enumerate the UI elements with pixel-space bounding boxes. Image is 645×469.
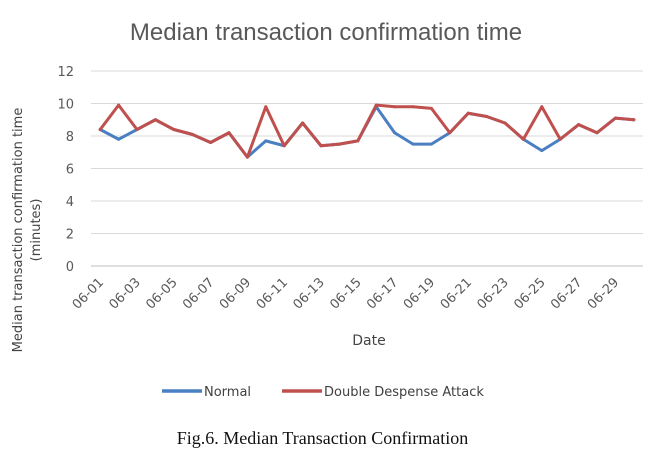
data-point <box>172 128 176 131</box>
data-point <box>613 116 617 120</box>
y-tick-label: 6 <box>66 163 74 178</box>
legend-label: Normal <box>204 385 251 400</box>
data-point <box>411 142 415 146</box>
x-tick-label: 06-19 <box>401 275 438 312</box>
legend-item: Normal <box>162 385 251 400</box>
data-point <box>98 128 102 131</box>
series-2 <box>98 103 636 159</box>
data-point <box>393 131 397 135</box>
data-point <box>466 111 470 115</box>
series-line <box>98 103 636 159</box>
data-point <box>245 155 249 159</box>
data-point <box>135 128 139 131</box>
data-point <box>429 106 433 110</box>
data-point <box>429 142 433 146</box>
y-tick-label: 0 <box>66 260 74 275</box>
legend: Normal Double Despense Attack <box>162 385 484 400</box>
data-point <box>153 118 157 122</box>
data-point <box>117 137 121 141</box>
x-tick-label: 06-05 <box>143 275 180 312</box>
data-point <box>356 139 360 143</box>
x-tick-label: 06-01 <box>70 275 107 312</box>
data-point <box>503 121 507 125</box>
data-point <box>319 144 323 148</box>
data-point <box>540 105 544 109</box>
data-point <box>411 105 415 109</box>
data-point <box>301 121 305 125</box>
data-point <box>540 149 544 153</box>
x-tick-label: 06-29 <box>585 275 622 312</box>
x-tick-label: 06-23 <box>475 275 512 312</box>
data-point <box>337 142 341 146</box>
data-point <box>485 115 489 118</box>
legend-item: Double Despense Attack <box>282 385 484 400</box>
data-point <box>521 137 525 141</box>
y-axis-ticks: 0 2 4 6 8 10 12 <box>57 65 74 275</box>
data-point <box>117 103 121 107</box>
figure-caption: Fig.6. Median Transaction Confirmation <box>176 428 469 448</box>
y-tick-label: 12 <box>57 65 74 80</box>
y-tick-label: 4 <box>66 195 74 210</box>
data-point <box>595 131 599 135</box>
data-point <box>190 132 194 136</box>
y-axis-unit-note: (minutes) <box>29 199 44 262</box>
data-point <box>393 105 397 109</box>
y-tick-label: 10 <box>57 98 74 113</box>
y-tick-label: 8 <box>66 130 74 145</box>
data-point <box>632 118 636 122</box>
data-point <box>209 141 213 144</box>
x-tick-label: 06-11 <box>254 275 291 312</box>
x-tick-label: 06-17 <box>364 275 401 312</box>
x-tick-label: 06-09 <box>217 275 254 312</box>
data-point <box>374 103 378 107</box>
y-tick-label: 2 <box>66 228 74 243</box>
data-point <box>264 139 268 143</box>
x-tick-label: 06-15 <box>327 275 364 312</box>
x-tick-label: 06-13 <box>291 275 328 312</box>
x-axis-ticks: 06-01 06-03 06-05 06-07 06-09 06-11 06-13 06-15… <box>70 275 623 312</box>
x-axis-title: Date <box>352 333 385 349</box>
line-chart: Median transaction confirmation time 0 2 4… <box>11 19 643 400</box>
series-lines <box>98 103 636 159</box>
x-tick-label: 06-03 <box>107 275 144 312</box>
x-tick-label: 06-21 <box>438 275 475 312</box>
data-point <box>282 144 286 148</box>
legend-label: Double Despense Attack <box>324 385 484 400</box>
data-point <box>558 137 562 141</box>
x-tick-label: 06-07 <box>180 275 217 312</box>
x-tick-label: 06-25 <box>511 275 548 312</box>
gridlines <box>91 70 643 267</box>
data-point <box>227 131 231 135</box>
data-point <box>264 105 268 109</box>
data-point <box>577 123 581 127</box>
chart-title: Median transaction confirmation time <box>130 19 522 46</box>
x-tick-label: 06-27 <box>548 275 585 312</box>
data-point <box>448 131 452 135</box>
y-axis-title: Median transaction confirmation time <box>11 108 26 353</box>
